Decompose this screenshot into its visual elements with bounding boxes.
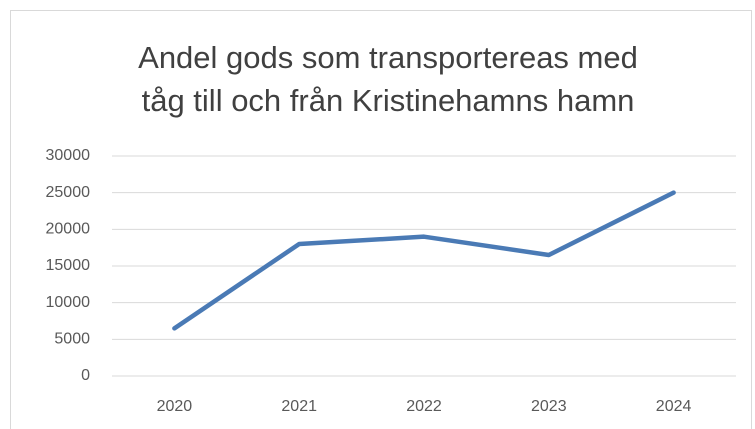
y-tick-label: 5000 <box>54 331 90 348</box>
x-tick-label: 2022 <box>406 398 442 415</box>
y-tick-label: 25000 <box>46 184 91 201</box>
x-tick-label: 2024 <box>656 398 692 415</box>
y-tick-label: 15000 <box>46 257 91 274</box>
chart-frame <box>10 10 752 429</box>
y-tick-label: 20000 <box>46 221 91 238</box>
y-tick-label: 30000 <box>46 147 91 164</box>
x-tick-label: 2021 <box>281 398 317 415</box>
x-tick-label: 2020 <box>157 398 193 415</box>
data-line <box>172 190 676 331</box>
y-tick-label: 0 <box>81 367 90 384</box>
chart-title: tåg till och från Kristinehamns hamn <box>142 83 635 118</box>
chart-title: Andel gods som transportereas med <box>138 40 638 75</box>
x-tick-label: 2023 <box>531 398 567 415</box>
y-tick-label: 10000 <box>46 294 91 311</box>
